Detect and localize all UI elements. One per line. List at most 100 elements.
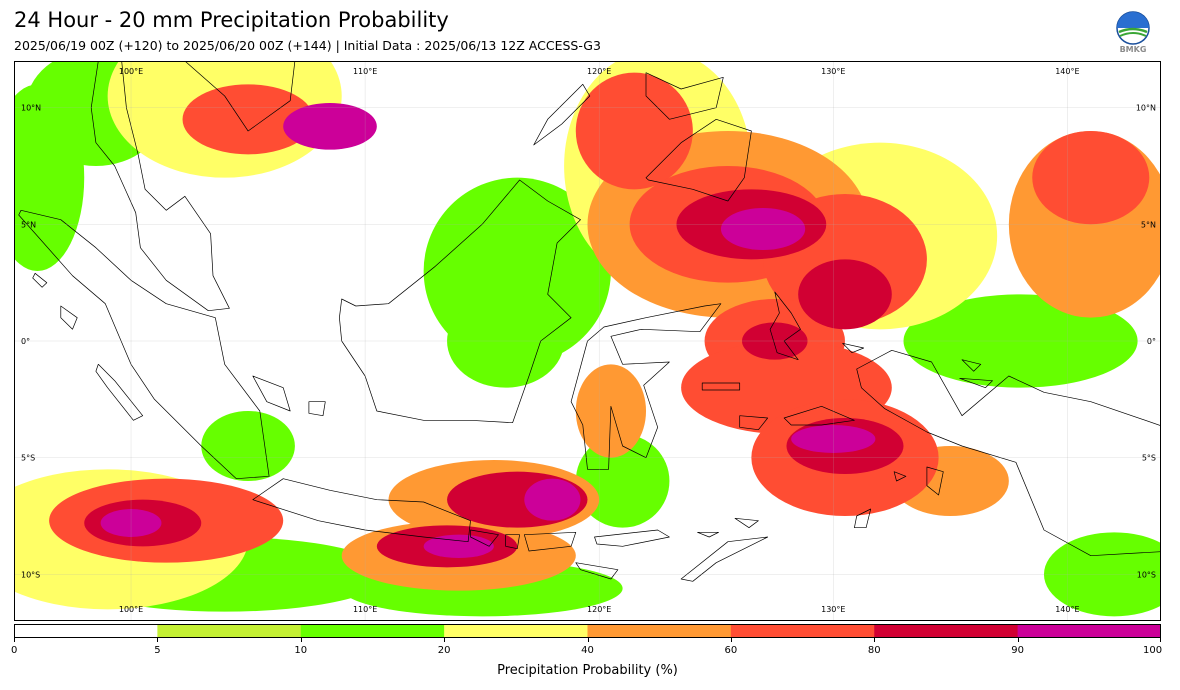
lon-label-bottom: 130°E (821, 605, 845, 614)
colorbar-tick-label: 20 (437, 645, 451, 656)
precip-area (798, 259, 892, 330)
colorbar-tick (14, 638, 15, 642)
colorbar-tick (157, 638, 159, 642)
land-layer (18, 61, 1161, 582)
precip-area (423, 534, 494, 558)
coastline-borneo (339, 179, 581, 424)
coastline-bali (470, 529, 499, 547)
coastline-malay (90, 61, 230, 312)
lon-label-bottom: 100°E (119, 605, 143, 614)
coastline-cambodia (184, 61, 296, 132)
gridlines (14, 61, 1161, 621)
lon-label-bottom: 120°E (587, 605, 611, 614)
colorbar-tick (1160, 638, 1161, 642)
coastline-tanimbar (854, 508, 872, 529)
coastline-buru (739, 415, 769, 431)
coastline-sumbawa (523, 531, 577, 552)
coastline-papua (856, 349, 1161, 557)
coastline-java (252, 478, 471, 543)
colorbar-segment (444, 624, 588, 638)
coastline-lombok (505, 534, 520, 550)
coastline-alor (697, 531, 719, 538)
colorbar-ticks: 0 5 10 20 40 60 80 90 100 (11, 638, 1163, 662)
colorbar-tick-label: 90 (1011, 645, 1024, 656)
coastline-simeulue (32, 272, 48, 288)
coastline-mindanao (645, 118, 752, 202)
colorbar-tick (730, 638, 732, 642)
lat-label-right: 10°N (1136, 104, 1156, 113)
coastline-timor (680, 536, 769, 582)
colorbar-segment (874, 624, 1019, 638)
lat-label-left: 5°N (21, 220, 36, 229)
precip-area (201, 411, 295, 481)
colorbar-tick-label: 0 (11, 645, 18, 656)
precip-area (1032, 131, 1150, 225)
lat-label-left: 10°N (21, 104, 41, 113)
lat-label-left: 0° (21, 337, 30, 346)
coastline-flores (594, 529, 670, 547)
lon-label-top: 130°E (821, 67, 845, 76)
colorbar-tick-label: 10 (294, 645, 308, 656)
colorbar-segment (1017, 624, 1161, 638)
chart-subtitle: 2025/06/19 00Z (+120) to 2025/06/20 00Z … (14, 38, 601, 53)
coastline-bangka (252, 375, 291, 412)
lon-label-bottom: 140°E (1055, 605, 1079, 614)
lon-label-top: 100°E (119, 67, 143, 76)
colorbar-tick-label: 100 (1143, 645, 1163, 656)
precip-area (182, 84, 314, 155)
lon-label-top: 120°E (587, 67, 611, 76)
coastline-sumba (575, 562, 619, 580)
coastline-aru (926, 466, 944, 496)
colorbar-tick (587, 638, 589, 642)
colorbar-segment (14, 624, 158, 638)
precip-area (575, 72, 693, 190)
coastline-palawan (533, 83, 591, 146)
lat-label-right: 10°S (1137, 570, 1156, 579)
coordinate-labels: 100°E 100°E 110°E 110°E 120°E 120°E 130°E 130°E… (21, 67, 1156, 614)
coastline-nias (60, 305, 78, 330)
colorbar-segment (730, 624, 875, 638)
precip-area (720, 208, 806, 250)
colorbar-segment (300, 624, 445, 638)
lat-label-left: 5°S (21, 454, 35, 463)
coastline-wetar (734, 517, 759, 529)
coastline-kei (893, 471, 907, 482)
colorbar-title: Precipitation Probability (%) (497, 663, 678, 678)
colorbar-segment (157, 624, 302, 638)
colorbar-tick (874, 638, 876, 642)
lon-label-top: 140°E (1055, 67, 1079, 76)
bmkg-logo-icon: BMKG (1113, 10, 1153, 54)
colorbar-tick-label: 80 (867, 645, 881, 656)
coastline-sumatra (18, 209, 270, 480)
colorbar-tick-label: 40 (581, 645, 594, 656)
precipitation-map: 100°E 100°E 110°E 110°E 120°E 120°E 130°E 130°E… (14, 61, 1161, 621)
colorbar-segment (587, 624, 732, 638)
chart-title: 24 Hour - 20 mm Precipitation Probabilit… (14, 8, 449, 32)
lon-label-top: 110°E (353, 67, 377, 76)
lat-label-right: 5°S (1142, 454, 1156, 463)
coastline-biak (961, 359, 982, 372)
coastline-mentawai (95, 363, 144, 421)
colorbar-frame (14, 624, 1161, 638)
colorbar-tick (300, 638, 302, 642)
coastline-belitung (308, 401, 326, 417)
coastline-yapen (959, 377, 993, 389)
colorbar-tick-label: 60 (724, 645, 738, 656)
map-frame (14, 61, 1161, 621)
lat-label-right: 5°N (1141, 220, 1156, 229)
lat-label-right: 0° (1147, 337, 1156, 346)
colorbar (14, 624, 1161, 638)
coastline-waigeo (842, 342, 865, 354)
coastline-seram (783, 405, 855, 426)
colorbar-tick (444, 638, 446, 642)
coastline-halmahera (769, 291, 801, 361)
precip-area (524, 478, 581, 521)
lat-label-left: 10°S (21, 570, 40, 579)
lon-label-bottom: 110°E (353, 605, 377, 614)
coastline-sula (701, 382, 741, 391)
colorbar-tick-label: 5 (154, 645, 161, 656)
precip-area (283, 103, 377, 150)
logo-text: BMKG (1120, 45, 1147, 54)
coastline-sulawesi (570, 303, 722, 470)
colorbar-tick (1017, 638, 1019, 642)
